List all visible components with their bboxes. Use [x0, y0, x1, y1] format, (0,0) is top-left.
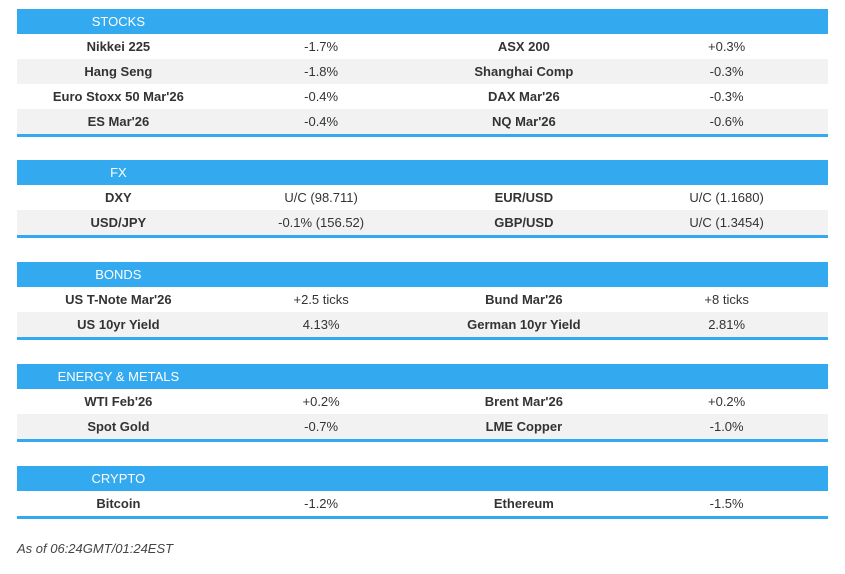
instrument-name: Euro Stoxx 50 Mar'26: [52, 89, 184, 104]
instrument-name: Bitcoin: [96, 496, 141, 511]
section-header: CRYPTO: [17, 466, 220, 491]
instrument-change: +2.5 ticks: [293, 292, 349, 307]
instrument-name: US T-Note Mar'26: [65, 292, 172, 307]
market-table: CRYPTO Bitcoin -1.2% Ethereum -1.5%: [17, 466, 828, 519]
section-bonds: BONDS US T-Note Mar'26 +2.5 ticks Bund Mar'…: [17, 262, 828, 340]
market-table: ENERGY & METALS WTI Feb'26 +0.2% Brent Mar'…: [17, 364, 828, 442]
instrument-name: Ethereum: [493, 496, 554, 511]
header-spacer: [625, 9, 828, 34]
section-header: BONDS: [17, 262, 220, 287]
header-spacer: [422, 364, 626, 389]
instrument-name: NQ Mar'26: [422, 109, 626, 136]
instrument-change: U/C (98.711): [284, 190, 358, 205]
header-spacer: [219, 262, 423, 287]
instrument-name: Bund Mar'26: [485, 292, 563, 307]
instrument-name: LME Copper: [422, 414, 626, 441]
header-spacer: [422, 9, 626, 34]
header-spacer: [422, 466, 626, 491]
instrument-name: Spot Gold: [17, 414, 220, 441]
header-spacer: [219, 364, 423, 389]
header-spacer: [219, 160, 423, 185]
section-stocks: STOCKS Nikkei 225 -1.7% ASX 200 +0.3% Hang Se…: [17, 9, 828, 137]
instrument-change: -1.8%: [219, 59, 423, 84]
table-row: Bitcoin -1.2% Ethereum -1.5%: [17, 491, 828, 518]
instrument-change: -1.0%: [625, 414, 828, 441]
table-row: USD/JPY -0.1% (156.52) GBP/USD U/C (1.3454): [17, 210, 828, 237]
header-spacer: [625, 262, 828, 287]
instrument-change: -1.5%: [709, 496, 744, 511]
instrument-change: -0.7%: [219, 414, 423, 441]
instrument-change: 2.81%: [625, 312, 828, 339]
table-row: Spot Gold -0.7% LME Copper -1.0%: [17, 414, 828, 441]
table-row: Nikkei 225 -1.7% ASX 200 +0.3%: [17, 34, 828, 59]
instrument-change: -0.4%: [219, 109, 423, 136]
instrument-change: +0.2%: [302, 394, 340, 409]
instrument-name: ES Mar'26: [17, 109, 220, 136]
instrument-name: WTI Feb'26: [84, 394, 153, 409]
instrument-change: -1.7%: [304, 39, 339, 54]
instrument-name: EUR/USD: [494, 190, 554, 205]
instrument-change: U/C (1.3454): [625, 210, 828, 237]
instrument-name: Shanghai Comp: [422, 59, 626, 84]
instrument-name: GBP/USD: [422, 210, 626, 237]
instrument-change: -0.3%: [709, 89, 744, 104]
header-spacer: [219, 466, 423, 491]
instrument-name: Brent Mar'26: [484, 394, 563, 409]
instrument-name: US 10yr Yield: [17, 312, 220, 339]
instrument-name: DXY: [105, 190, 132, 205]
table-row: Hang Seng -1.8% Shanghai Comp -0.3%: [17, 59, 828, 84]
table-row: ES Mar'26 -0.4% NQ Mar'26 -0.6%: [17, 109, 828, 136]
instrument-name: German 10yr Yield: [422, 312, 626, 339]
market-table: BONDS US T-Note Mar'26 +2.5 ticks Bund Mar'…: [17, 262, 828, 340]
header-spacer: [422, 160, 626, 185]
market-table: FX DXY U/C (98.711) EUR/USD U/C (1.1680) USD/…: [17, 160, 828, 238]
instrument-change: 4.13%: [219, 312, 423, 339]
instrument-name: DAX Mar'26: [488, 89, 560, 104]
timestamp-note: As of 06:24GMT/01:24EST: [17, 541, 174, 556]
section-fx: FX DXY U/C (98.711) EUR/USD U/C (1.1680) USD/…: [17, 160, 828, 238]
instrument-name: USD/JPY: [17, 210, 220, 237]
header-spacer: [625, 160, 828, 185]
table-row: US T-Note Mar'26 +2.5 ticks Bund Mar'26 +8 …: [17, 287, 828, 312]
instrument-change: +0.3%: [708, 39, 746, 54]
instrument-change: U/C (1.1680): [689, 190, 764, 205]
section-header: FX: [17, 160, 220, 185]
instrument-change: -0.1% (156.52): [219, 210, 423, 237]
instrument-change: -0.4%: [304, 89, 339, 104]
section-crypto: CRYPTO Bitcoin -1.2% Ethereum -1.5%: [17, 466, 828, 519]
table-row: WTI Feb'26 +0.2% Brent Mar'26 +0.2%: [17, 389, 828, 414]
header-spacer: [625, 466, 828, 491]
instrument-name: Nikkei 225: [86, 39, 151, 54]
instrument-change: +0.2%: [708, 394, 746, 409]
header-spacer: [219, 9, 423, 34]
section-header: ENERGY & METALS: [17, 364, 220, 389]
header-spacer: [625, 364, 828, 389]
instrument-name: ASX 200: [497, 39, 550, 54]
instrument-change: -0.6%: [625, 109, 828, 136]
market-table: STOCKS Nikkei 225 -1.7% ASX 200 +0.3% Hang Se…: [17, 9, 828, 137]
table-row: DXY U/C (98.711) EUR/USD U/C (1.1680): [17, 185, 828, 210]
section-header: STOCKS: [17, 9, 220, 34]
instrument-change: -0.3%: [625, 59, 828, 84]
header-spacer: [422, 262, 626, 287]
instrument-change: -1.2%: [304, 496, 339, 511]
instrument-name: Hang Seng: [17, 59, 220, 84]
table-row: Euro Stoxx 50 Mar'26 -0.4% DAX Mar'26 -0.3%: [17, 84, 828, 109]
section-energy-metals: ENERGY & METALS WTI Feb'26 +0.2% Brent Mar'…: [17, 364, 828, 442]
instrument-change: +8 ticks: [704, 292, 749, 307]
table-row: US 10yr Yield 4.13% German 10yr Yield 2.81%: [17, 312, 828, 339]
